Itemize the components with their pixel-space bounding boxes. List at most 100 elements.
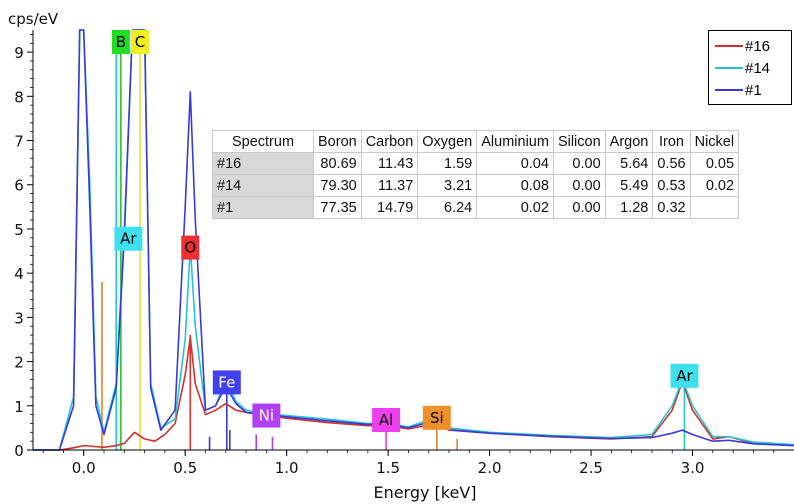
x-tick-label: 3.0 <box>681 459 705 477</box>
table-row: #1 77.35 14.79 6.24 0.02 0.00 1.28 0.32 <box>212 196 740 219</box>
table-cell: 77.35 <box>313 196 362 219</box>
element-label: Fe <box>212 370 241 395</box>
table-cell: 0.05 <box>689 152 740 175</box>
element-label-box <box>111 30 130 54</box>
legend: #16 #14 #1 <box>708 30 792 105</box>
element-labels: B C Ar O Fe Ni Al Si Ar <box>111 30 699 432</box>
table-header-cell: Silicon <box>552 130 606 153</box>
x-tick-label: 0.5 <box>173 459 197 477</box>
element-label-box <box>372 408 401 432</box>
table-cell: 79.30 <box>313 174 362 197</box>
element-label-box <box>670 363 699 388</box>
legend-label: #14 <box>745 59 771 77</box>
element-label: Si <box>422 405 451 430</box>
legend-item: #14 <box>715 58 770 78</box>
element-label-box <box>212 370 241 395</box>
element-label: Ni <box>252 403 281 428</box>
table-cell: 0.02 <box>689 174 740 197</box>
table-cell: 0.00 <box>552 174 606 197</box>
table-row: #14 79.30 11.37 3.21 0.08 0.00 5.49 0.53… <box>212 174 740 197</box>
table-cell: 1.28 <box>604 196 654 219</box>
table-cell: 11.37 <box>360 174 419 197</box>
y-tick-label: 0 <box>14 442 24 460</box>
x-axis-label: Energy [keV] <box>373 483 476 502</box>
table-header-cell: Nickel <box>689 130 740 153</box>
table-cell: 14.79 <box>360 196 419 219</box>
element-label-box <box>181 235 200 260</box>
table-header-row: Spectrum Boron Carbon Oxygen Aluminium S… <box>212 130 740 153</box>
series-line <box>33 29 794 451</box>
element-label-box <box>130 30 149 54</box>
table-cell: 0.00 <box>552 196 606 219</box>
element-label-text: Si <box>430 409 444 427</box>
table-header-cell: Spectrum <box>212 130 314 153</box>
table-cell: 11.43 <box>360 152 419 175</box>
element-label-box <box>252 403 281 428</box>
table-cell: 5.49 <box>604 174 654 197</box>
table-cell: 0.02 <box>476 196 554 219</box>
table-header-cell: Oxygen <box>417 130 478 153</box>
table-header-cell: Carbon <box>360 130 419 153</box>
table-cell: 3.21 <box>417 174 478 197</box>
table-cell: 0.00 <box>552 152 606 175</box>
table-header-cell: Boron <box>313 130 362 153</box>
y-tick-label: 7 <box>14 133 24 151</box>
element-label: Ar <box>114 226 143 251</box>
legend-item: #1 <box>715 80 762 100</box>
x-tick-label: 2.0 <box>478 459 502 477</box>
table-cell: 0.53 <box>652 174 691 197</box>
element-label-text: Al <box>379 411 393 429</box>
element-label-text: B <box>116 33 126 51</box>
element-label-box <box>422 405 451 430</box>
y-tick-label: 2 <box>14 354 24 372</box>
table-header-cell: Argon <box>604 130 654 153</box>
element-label: B <box>111 30 130 54</box>
y-axis-label: cps/eV <box>8 10 59 28</box>
x-tick-label: 0.0 <box>72 459 96 477</box>
table-row: #16 80.69 11.43 1.59 0.04 0.00 5.64 0.56… <box>212 152 740 175</box>
y-axis: 0 1 2 3 4 5 6 7 8 9 <box>14 34 33 460</box>
x-tick-label: 1.5 <box>376 459 400 477</box>
composition-table: Spectrum Boron Carbon Oxygen Aluminium S… <box>212 130 740 219</box>
y-tick-label: 4 <box>14 265 24 283</box>
table-row-header: #14 <box>212 174 314 197</box>
element-label-box <box>114 226 143 251</box>
element-label-text: Fe <box>218 373 235 391</box>
element-label: C <box>130 30 149 54</box>
x-tick-label: 2.5 <box>579 459 603 477</box>
table-header-cell: Iron <box>652 130 691 153</box>
legend-swatch-16 <box>715 45 743 47</box>
table-cell: 80.69 <box>313 152 362 175</box>
table-cell: 5.64 <box>604 152 654 175</box>
table-cell: 0.56 <box>652 152 691 175</box>
legend-item: #16 <box>715 36 770 56</box>
y-tick-label: 3 <box>14 309 24 327</box>
series-line <box>33 336 794 451</box>
legend-label: #1 <box>745 81 762 99</box>
table-row-header: #16 <box>212 152 314 175</box>
legend-swatch-1 <box>715 89 743 91</box>
element-label: Al <box>372 408 401 432</box>
y-tick-label: 8 <box>14 88 24 106</box>
y-tick-label: 5 <box>14 221 24 239</box>
table-row-header: #1 <box>212 196 314 219</box>
y-tick-label: 6 <box>14 177 24 195</box>
table-cell: 1.59 <box>417 152 478 175</box>
element-label-text: Ar <box>120 230 137 248</box>
element-label: Ar <box>670 363 699 388</box>
legend-swatch-14 <box>715 67 743 69</box>
x-tick-label: 1.0 <box>275 459 299 477</box>
y-tick-label: 1 <box>14 398 24 416</box>
table-cell: 0.04 <box>476 152 554 175</box>
table-cell: 0.32 <box>652 196 691 219</box>
table-cell <box>689 196 740 219</box>
element-label-text: Ni <box>259 407 274 425</box>
x-axis: 0.0 0.5 1.0 1.5 2.0 2.5 3.0 <box>42 450 775 477</box>
element-label-text: O <box>184 239 196 257</box>
legend-label: #16 <box>745 37 771 55</box>
y-tick-label: 9 <box>14 44 24 62</box>
table-header-cell: Aluminium <box>476 130 554 153</box>
table-cell: 6.24 <box>417 196 478 219</box>
element-label-text: C <box>135 33 145 51</box>
element-label: O <box>181 235 200 260</box>
